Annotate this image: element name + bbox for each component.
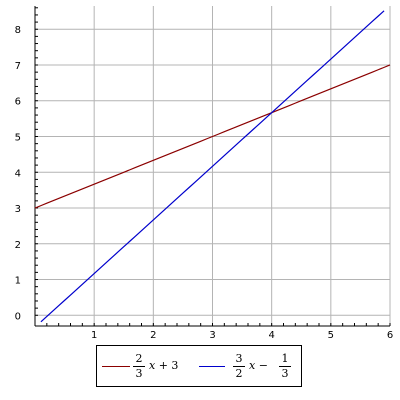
- legend-swatch-series-2: [199, 366, 225, 367]
- y-tick-label-2: 2: [15, 240, 21, 251]
- legend-swatch-series-1: [102, 366, 130, 367]
- axes: [34, 6, 390, 327]
- series-lines: [34, 10, 391, 323]
- legend-2-numerator-2: 1: [279, 353, 291, 367]
- legend-entry-series-1: 2 3 x + 3: [133, 346, 205, 386]
- y-tick-labels: 0 1 2 3 4 5 6 7 8: [15, 25, 21, 322]
- y-tick-label-4: 4: [15, 168, 21, 179]
- chart-svg: 1 2 3 4 5 6 0 1 2 3 4 5 6 7 8 x: [15, 6, 393, 340]
- x-axis-label: x: [209, 338, 216, 340]
- legend-1-denominator: 3: [135, 367, 143, 380]
- legend-entry-series-2: 3 2 x − 1 3: [233, 346, 301, 386]
- series-line-1: [34, 64, 391, 209]
- y-tick-label-1: 1: [15, 276, 21, 287]
- legend: 2 3 x + 3 3 2 x − 1 3: [96, 345, 302, 387]
- series-line-2: [40, 10, 385, 323]
- x-tick-label-6: 6: [387, 330, 393, 340]
- y-tick-label-5: 5: [15, 133, 21, 144]
- x-tick-label-2: 2: [150, 330, 156, 340]
- y-tick-label-0: 0: [15, 311, 21, 322]
- legend-2-numerator: 3: [233, 353, 245, 367]
- x-tick-label-1: 1: [91, 330, 97, 340]
- legend-2-var: x: [249, 359, 256, 372]
- legend-2-minus: −: [258, 359, 268, 372]
- horizontal-gridlines: [35, 28, 390, 316]
- legend-1-numerator: 2: [133, 353, 145, 367]
- legend-1-var: x: [149, 359, 156, 372]
- y-tick-label-8: 8: [15, 25, 21, 36]
- legend-2-denominator: 2: [235, 367, 243, 380]
- legend-1-tail: + 3: [158, 359, 179, 372]
- x-tick-label-3: 3: [209, 330, 215, 340]
- y-tick-label-7: 7: [15, 61, 21, 72]
- y-tick-label-3: 3: [15, 204, 21, 215]
- y-tick-label-6: 6: [15, 97, 21, 108]
- x-tick-label-4: 4: [268, 330, 274, 340]
- x-tick-labels: 1 2 3 4 5 6: [91, 330, 393, 340]
- x-tick-label-5: 5: [328, 330, 334, 340]
- legend-2-denominator-2: 3: [281, 367, 289, 380]
